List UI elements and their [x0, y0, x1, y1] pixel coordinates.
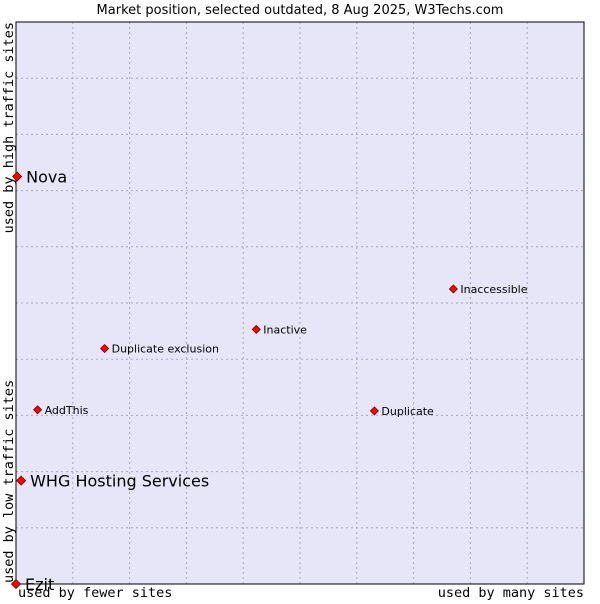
- data-point-label: Inactive: [263, 323, 307, 336]
- data-point-label: Inaccessible: [460, 283, 527, 296]
- y-axis-high-label: used by high traffic sites: [1, 22, 17, 233]
- data-point-label: Nova: [26, 168, 67, 187]
- data-points: Nova Inaccessible Inactive Duplicate exclus…: [10, 168, 528, 594]
- plot-border: [15, 21, 585, 585]
- y-axis-low-label: used by low traffic sites: [1, 380, 17, 583]
- x-axis-low-label: used by fewer sites: [18, 585, 172, 600]
- data-point: Nova: [12, 168, 67, 187]
- data-point-marker: [16, 475, 27, 486]
- data-point-marker: [12, 171, 23, 182]
- data-point-marker: [33, 405, 43, 415]
- data-point: Ezit: [10, 575, 54, 594]
- axis-labels: used by fewer sites used by many sites u…: [1, 22, 584, 601]
- data-point: Duplicate: [369, 405, 434, 418]
- data-point: WHG Hosting Services: [16, 472, 209, 491]
- data-point: Inactive: [251, 323, 307, 336]
- data-point-label: WHG Hosting Services: [30, 472, 209, 491]
- data-point: AddThis: [33, 404, 89, 417]
- x-axis-high-label: used by many sites: [438, 585, 584, 600]
- data-point: Duplicate exclusion: [100, 343, 219, 356]
- data-point-label: Duplicate exclusion: [112, 343, 219, 356]
- data-point-label: Ezit: [25, 575, 54, 594]
- data-point-marker: [251, 324, 261, 334]
- data-point-marker: [10, 578, 22, 590]
- data-point-marker: [100, 343, 110, 354]
- data-point-label: AddThis: [45, 404, 89, 417]
- data-point-marker: [448, 284, 458, 294]
- chart-title: Market position, selected outdated, 8 Au…: [97, 3, 504, 18]
- data-point-label: Duplicate: [381, 405, 434, 418]
- data-point: Inaccessible: [448, 283, 528, 296]
- plot-area: [15, 21, 585, 585]
- data-point-marker: [369, 406, 379, 416]
